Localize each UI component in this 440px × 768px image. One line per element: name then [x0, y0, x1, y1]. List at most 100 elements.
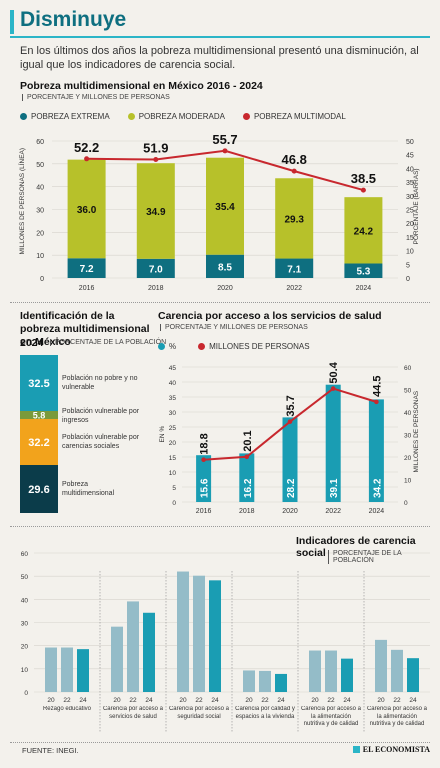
- chart1-bar-extrema: [275, 258, 314, 278]
- chart3-bar-pct: [282, 417, 298, 502]
- chart1-xtick: 2024: [356, 285, 372, 292]
- chart2-segment-label: Población vulnerable por carencias socia…: [62, 434, 140, 450]
- chart3-bar-pct: [368, 399, 384, 502]
- chart4-group-label: Carencia por acceso a seguridad social: [168, 706, 230, 720]
- chart3-xtick: 2018: [239, 508, 255, 515]
- chart1-ytick: 20: [36, 230, 44, 237]
- chart3-ytick: 30: [169, 410, 177, 417]
- chart4-bar: [209, 580, 221, 692]
- brand-name: EL ECONOMISTA: [362, 745, 430, 754]
- chart4-bar: [127, 601, 139, 692]
- chart3-label-pct: 39.1: [329, 478, 340, 498]
- chart2-segment: [20, 419, 58, 465]
- chart4-bar: [193, 575, 205, 692]
- chart3-label-millones: 44.5: [371, 375, 383, 396]
- chart1-ytick-right: 45: [406, 153, 414, 160]
- chart1-label-extrema: 7.1: [287, 264, 301, 275]
- chart2-title: Identificación de la pobreza multidimens…: [20, 310, 150, 348]
- chart1-bar-extrema: [136, 258, 175, 278]
- chart4-year-label: 22: [327, 697, 335, 704]
- chart1-label-moderada: 24.2: [354, 226, 374, 237]
- chart4-bar: [407, 658, 419, 692]
- chart4-year-label: 24: [343, 697, 351, 704]
- header-rule: [10, 36, 430, 38]
- chart3-label-millones: 18.8: [199, 433, 211, 454]
- chart3-xtick: 2024: [369, 508, 385, 515]
- chart4-bar: [61, 647, 73, 692]
- footer-source: FUENTE: INEGI.: [22, 746, 79, 755]
- chart1-label-multimodal: 46.8: [282, 152, 307, 167]
- chart3-ytick-right: 10: [404, 478, 412, 485]
- chart1-ytick-right: 40: [406, 166, 414, 173]
- chart1-bar-extrema: [206, 254, 244, 278]
- chart4-year-label: 22: [63, 697, 71, 704]
- chart1-bar-moderada: [206, 157, 244, 255]
- chart1-xtick: 2016: [79, 285, 95, 292]
- chart3-ytick: 40: [169, 380, 177, 387]
- legend-dot-millones: [198, 343, 206, 350]
- chart3-ytick: 20: [169, 440, 177, 447]
- chart4-year-label: 20: [47, 697, 55, 704]
- chart1-title: Pobreza multidimensional en México 2016 …: [20, 80, 263, 92]
- divider-2: [10, 526, 430, 527]
- chart1-bar-moderada: [344, 197, 383, 264]
- chart4-bar: [375, 639, 387, 692]
- chart3-point-millones: [374, 399, 379, 405]
- chart4-bar: [259, 670, 271, 692]
- chart4-year-label: 22: [393, 697, 401, 704]
- chart4-bar: [243, 670, 255, 692]
- chart4-year-label: 20: [245, 697, 253, 704]
- chart4-ytick: 0: [24, 690, 28, 697]
- chart1-ytick-right: 20: [406, 221, 414, 228]
- chart3-ytick: 10: [169, 470, 177, 477]
- chart1-xtick: 2018: [148, 285, 164, 292]
- chart3-ytick: 45: [169, 365, 177, 372]
- chart4-subtitle: PORCENTAJE DE LA POBLACIÓN: [328, 550, 440, 564]
- chart1-label-multimodal: 55.7: [212, 132, 237, 147]
- chart1-subtitle: PORCENTAJE Y MILLONES DE PERSONAS: [22, 94, 170, 101]
- chart1-xtick: 2022: [286, 285, 302, 292]
- chart1-ytick: 60: [36, 139, 44, 146]
- chart3-bar-pct: [196, 455, 212, 502]
- chart4-bar: [341, 658, 353, 692]
- chart4-bar: [275, 673, 287, 692]
- page-title: Disminuye: [20, 8, 127, 31]
- chart1-label-multimodal: 52.2: [74, 140, 99, 155]
- chart3-ytick: 0: [172, 500, 176, 507]
- chart1-point-multimodal: [153, 156, 159, 162]
- chart1-point-multimodal: [222, 148, 228, 154]
- chart4-ytick: 20: [21, 644, 29, 651]
- chart3-ytick-right: 30: [404, 433, 412, 440]
- chart1-label-multimodal: 38.5: [351, 171, 376, 186]
- chart4-group-label-box: Carencia por acceso a seguridad social: [168, 706, 230, 720]
- chart4-year-label: 20: [377, 697, 385, 704]
- chart4-bar: [391, 649, 403, 692]
- chart3-xtick: 2020: [282, 508, 298, 515]
- chart3-ylabel-right: MILLONES DE PERSONAS: [413, 390, 420, 472]
- chart1-bar-extrema: [344, 263, 383, 278]
- chart2-segment-label: Población no pobre y no vulnerable: [62, 375, 138, 391]
- legend-dot-pct: [158, 343, 165, 350]
- chart1-ytick: 10: [36, 253, 44, 260]
- chart4-bar: [177, 571, 189, 692]
- chart3-ytick-right: 60: [404, 365, 412, 372]
- chart1-ytick: 50: [36, 162, 44, 169]
- chart4-ytick: 50: [21, 574, 29, 581]
- chart1-point-multimodal: [84, 156, 90, 162]
- chart2-segment-label: Población vulnerable por ingresos: [62, 408, 140, 424]
- chart1-ytick-right: 5: [406, 262, 410, 269]
- chart4-year-label: 24: [211, 697, 219, 704]
- chart2-segment-value: 5.8: [33, 411, 46, 421]
- chart3-xtick: 2022: [325, 508, 341, 515]
- chart2-subtitle: PORCENTAJE DE LA POBLACIÓN: [50, 339, 166, 346]
- chart4-bar: [77, 649, 89, 692]
- chart1-legend: POBREZA EXTREMA POBREZA MODERADA POBREZA…: [20, 112, 346, 121]
- chart1-bar-extrema: [67, 258, 106, 278]
- chart3-label-pct: 15.6: [200, 478, 211, 498]
- chart2-segment-label: Pobreza multidimensional: [62, 481, 115, 497]
- chart1-label-extrema: 5.3: [356, 267, 370, 278]
- legend-dot-moderada: [127, 113, 135, 120]
- chart3-legend: % MILLONES DE PERSONAS: [158, 342, 310, 351]
- chart4-ytick: 10: [21, 667, 29, 674]
